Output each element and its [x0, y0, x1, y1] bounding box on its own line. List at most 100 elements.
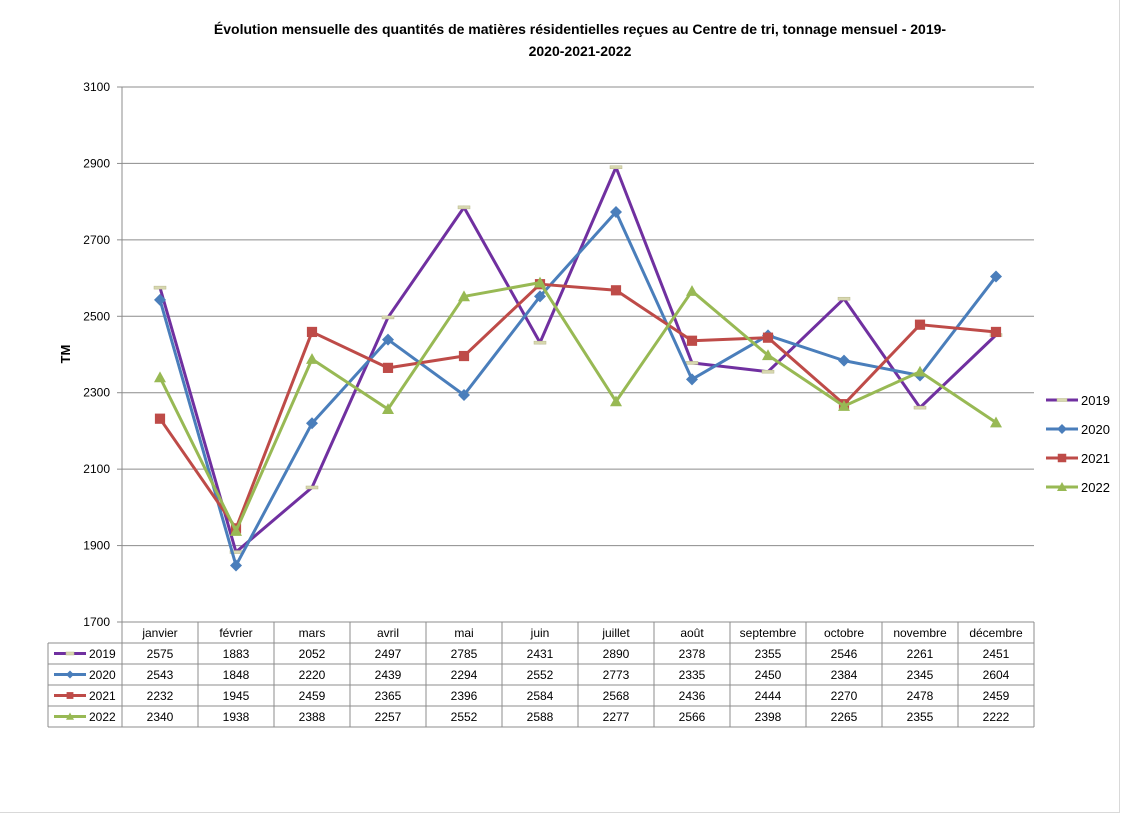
series-line: [158, 165, 998, 554]
table-row: 2021 2232 1945 2459 2365 2396 2584 2568 2436 2444…: [54, 689, 1010, 703]
y-tick-label: 2500: [83, 309, 110, 323]
data-point: [458, 350, 470, 362]
data-point: [154, 293, 166, 306]
table-cell: 2459: [983, 689, 1010, 703]
table-cell: 2543: [147, 668, 174, 682]
table-cell: 2568: [603, 689, 630, 703]
data-table: janvier février mars avril mai juin juillet aoû…: [47, 621, 1035, 728]
table-cell: 2398: [755, 710, 782, 724]
data-point: [913, 405, 927, 410]
table-cell: 2604: [983, 668, 1010, 682]
table-row-swatch-marker: [65, 651, 75, 656]
legend-label: 2020: [1081, 422, 1110, 437]
data-point: [534, 276, 546, 288]
table-row-header: 2019: [89, 647, 116, 661]
table-cell: 2546: [831, 647, 858, 661]
table-cell: 2222: [983, 710, 1010, 724]
x-category-label: juillet: [601, 626, 630, 640]
data-point: [837, 296, 851, 301]
legend-item: 2019: [1046, 393, 1110, 408]
table-cell: 2450: [755, 668, 782, 682]
y-tick-labels: 1700 1900 2100 2300 2500 2700 2900 3100: [83, 80, 110, 629]
table-row: 2019 2575 1883 2052 2497 2785 2431 2890 2378 2355…: [54, 647, 1010, 661]
data-point: [306, 417, 318, 430]
y-tick-label: 3100: [83, 80, 110, 94]
data-point: [154, 371, 166, 383]
x-category-label: août: [680, 626, 704, 640]
legend-label: 2019: [1081, 393, 1110, 408]
data-point: [305, 485, 319, 490]
x-category-label: mars: [299, 626, 326, 640]
table-cell: 2294: [451, 668, 478, 682]
series-2020: [154, 205, 1002, 572]
table-cell: 2277: [603, 710, 630, 724]
legend-item: 2021: [1046, 451, 1110, 466]
data-point: [990, 326, 1002, 338]
table-row-swatch-marker: [66, 692, 74, 699]
legend-swatch-marker: [1057, 482, 1067, 491]
table-cell: 2444: [755, 689, 782, 703]
data-point: [610, 205, 622, 218]
legend-label: 2022: [1081, 480, 1110, 495]
table-cell: 2355: [907, 710, 934, 724]
x-category-label: juin: [530, 626, 550, 640]
table-cell: 2345: [907, 668, 934, 682]
legend-swatch-marker: [1057, 453, 1067, 463]
table-cell: 2355: [755, 647, 782, 661]
table-cell: 2261: [907, 647, 934, 661]
legend-label: 2021: [1081, 451, 1110, 466]
data-point: [153, 285, 167, 290]
data-point: [914, 365, 926, 377]
table-cell: 2588: [527, 710, 554, 724]
data-point: [609, 165, 623, 169]
data-point: [457, 205, 471, 210]
table-cell: 2257: [375, 710, 402, 724]
table-cell: 1938: [223, 710, 250, 724]
data-point: [230, 559, 242, 572]
table-cell: 2388: [299, 710, 326, 724]
y-tick-label: 1900: [83, 539, 110, 553]
data-point: [685, 361, 699, 365]
table-cell: 2773: [603, 668, 630, 682]
data-point: [761, 369, 775, 374]
data-point: [306, 353, 318, 364]
y-axis-label: TM: [58, 345, 73, 364]
x-category-label: septembre: [740, 626, 797, 640]
data-point: [154, 413, 166, 424]
data-point: [230, 525, 242, 536]
data-point: [382, 362, 394, 373]
y-tick-label: 2100: [83, 462, 110, 476]
x-category-label: mai: [454, 626, 473, 640]
data-point: [610, 395, 622, 407]
table-cell: 2436: [679, 689, 706, 703]
table-cell: 2575: [147, 647, 174, 661]
chart-title-line-1: Évolution mensuelle des quantités de mat…: [213, 21, 947, 37]
data-point: [762, 349, 774, 361]
chart-title: Évolution mensuelle des quantités de mat…: [120, 18, 1040, 62]
legend-item: 2022: [1046, 480, 1110, 495]
data-point: [306, 326, 318, 338]
table-cell: 1945: [223, 689, 250, 703]
table-cell: 2552: [451, 710, 478, 724]
data-point: [382, 333, 394, 346]
table-row: 2022 2340 1938 2388 2257 2552 2588 2277 2566 2398…: [54, 710, 1010, 724]
x-category-label: octobre: [824, 626, 864, 640]
data-point: [382, 403, 394, 414]
data-point: [914, 319, 926, 330]
table-cell: 2431: [527, 647, 554, 661]
legend-swatch-marker: [1057, 424, 1067, 434]
data-point: [990, 270, 1002, 283]
data-point: [610, 285, 622, 296]
y-tick-label: 2900: [83, 156, 110, 170]
chart-title-line-2: 2020-2021-2022: [528, 43, 632, 59]
x-category-label: avril: [377, 626, 399, 640]
series-line: [158, 282, 997, 530]
data-point: [990, 416, 1002, 428]
y-tick-label: 2300: [83, 386, 110, 400]
table-cell: 2384: [831, 668, 858, 682]
x-category-label: janvier: [141, 626, 177, 640]
table-cell: 2232: [147, 689, 174, 703]
data-point: [381, 315, 395, 320]
table-cell: 2451: [983, 647, 1010, 661]
table-cell: 2052: [299, 647, 326, 661]
